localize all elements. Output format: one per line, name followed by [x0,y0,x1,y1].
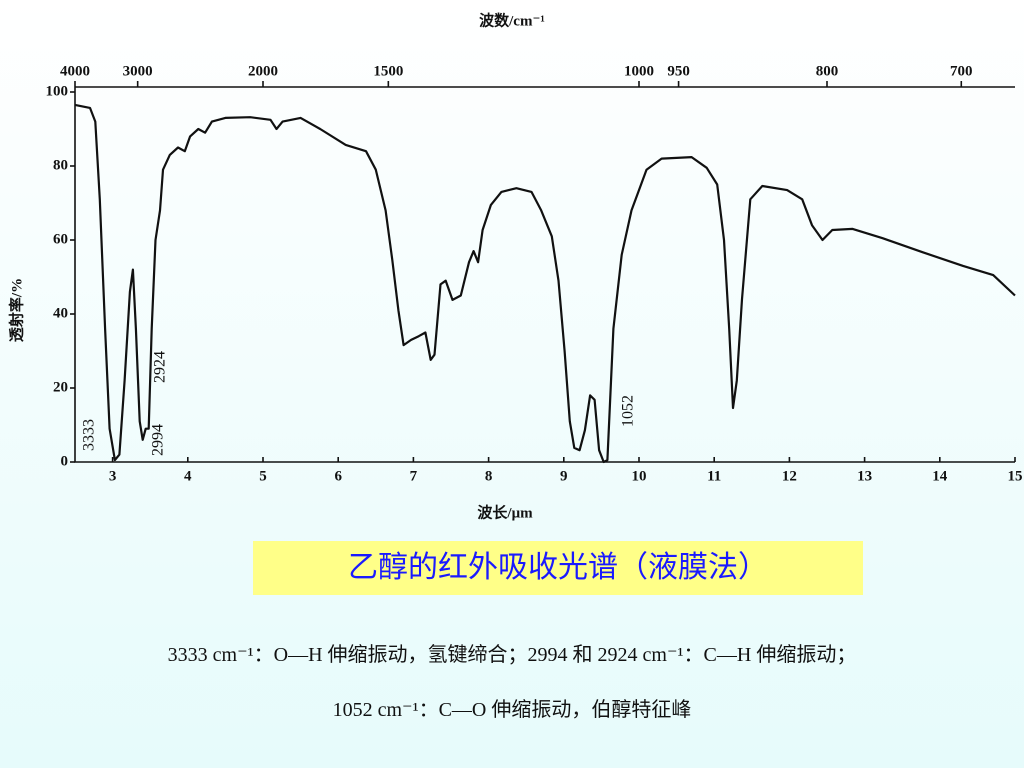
peak-annotation: 1052 [620,395,637,427]
x-tick-label: 11 [707,468,721,484]
axes [74,86,1015,463]
y-tick-label: 0 [61,453,69,469]
x-tick-label: 5 [259,468,267,484]
note: 3333 cm⁻¹：O—H 伸缩振动，氢键缔合；2994 和 2924 cm⁻¹… [167,644,857,666]
x2-tick-label: 1500 [373,63,403,79]
peak-annotation: 2924 [152,351,169,383]
x-tick-label: 3 [109,468,117,484]
x-tick-label: 14 [932,468,948,484]
x-tick-label: 12 [782,468,797,484]
y-tick-label: 80 [53,157,68,173]
x2-axis-label: 波数/cm⁻¹ [479,11,545,29]
y-tick-label: 20 [53,379,68,395]
x-tick-label: 10 [632,468,647,484]
x2-tick-label: 1000 [624,63,654,79]
x2-tick-label: 700 [950,63,973,79]
x2-tick-label: 3000 [123,63,153,79]
x2-tick-label: 950 [667,63,690,79]
x-axis-label: 波长/μm [477,503,533,521]
x-tick-label: 9 [560,468,568,484]
x2-tick-label: 2000 [248,63,278,79]
x-tick-label: 8 [485,468,493,484]
x2-tick-label: 800 [816,63,839,79]
note: 1052 cm⁻¹：C—O 伸缩振动，伯醇特征峰 [332,699,692,721]
x-tick-label: 7 [410,468,418,484]
x-tick-label: 4 [184,468,192,484]
peak-annotation: 2994 [150,424,167,456]
x-tick-label: 13 [857,468,872,484]
caption: 乙醇的红外吸收光谱（液膜法） [253,541,863,595]
y-tick-label: 100 [46,83,69,99]
peak-annotation: 3333 [81,419,98,451]
y-tick-label: 40 [53,305,68,321]
x-tick-label: 15 [1008,468,1023,484]
x-tick-label: 6 [334,468,342,484]
x2-tick-label: 4000 [60,63,90,79]
y-tick-label: 60 [53,231,68,247]
y-axis-label: 透射率/% [7,278,25,342]
chart: 波数/cm⁻¹ 波长/μm 透射率/% 0 20 40 60 80 100 3 4 5 6 7 8 9 1… [7,11,1023,521]
spectrum-line [74,103,1016,464]
